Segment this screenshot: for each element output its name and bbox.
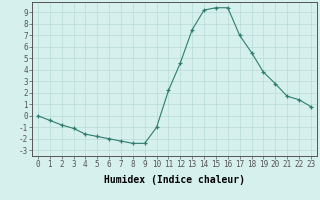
X-axis label: Humidex (Indice chaleur): Humidex (Indice chaleur) [104,175,245,185]
